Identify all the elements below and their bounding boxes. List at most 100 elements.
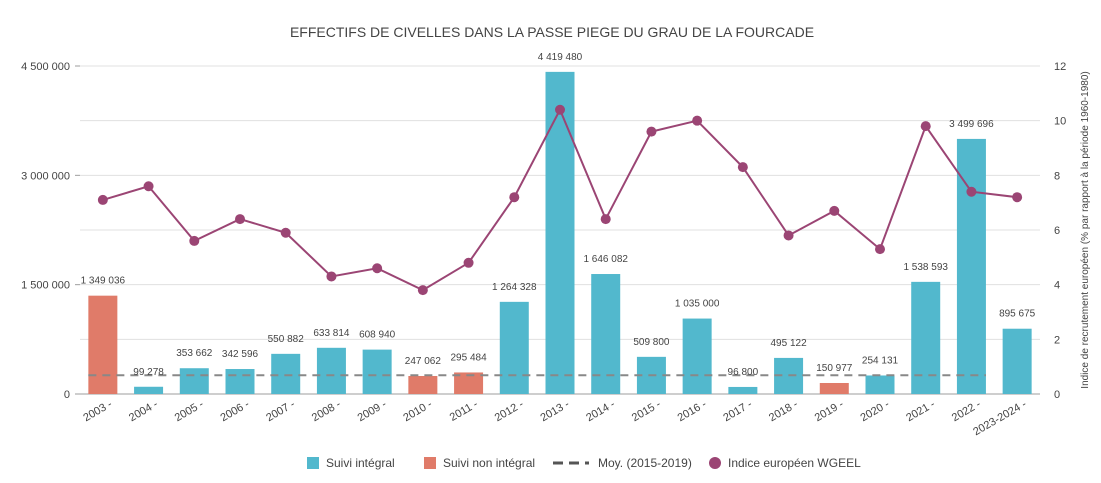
bar xyxy=(271,353,301,394)
index-point xyxy=(692,115,703,126)
y2-tick-label: 4 xyxy=(1054,280,1060,292)
index-point xyxy=(509,192,520,203)
bar xyxy=(956,138,986,394)
y2-tick-label: 12 xyxy=(1054,61,1066,73)
bar xyxy=(545,71,575,394)
x-tick-label: 2016 - xyxy=(676,398,709,424)
x-tick-label: 2004 - xyxy=(127,398,160,424)
axes-group: 0 1 500 000 3 000 000 4 500 000 0 2 4 6 8 10 12 200… xyxy=(21,61,1066,438)
x-tick-label: 2011 - xyxy=(448,398,481,424)
bar-data-label: 4 419 480 xyxy=(538,52,583,63)
index-point xyxy=(143,181,154,192)
index-point xyxy=(783,230,794,241)
bar-data-label: 608 940 xyxy=(359,330,396,341)
bars-group xyxy=(88,71,1032,394)
y-tick-label: 3 000 000 xyxy=(21,170,70,182)
x-tick-label: 2003 - xyxy=(81,398,114,424)
x-tick-label: 2018 - xyxy=(767,398,800,424)
index-point xyxy=(280,227,291,238)
bar xyxy=(408,375,438,394)
bar-data-label: 353 662 xyxy=(176,348,213,359)
x-tick-label: 2013 - xyxy=(538,398,571,424)
x-tick-label: 2021 - xyxy=(904,398,937,424)
index-point xyxy=(966,186,977,197)
index-point xyxy=(463,257,474,268)
legend-swatch-non-integral xyxy=(424,457,436,469)
bar-data-label: 1 538 593 xyxy=(903,262,948,273)
bar xyxy=(591,274,621,394)
y2-tick-label: 10 xyxy=(1054,116,1066,128)
index-point xyxy=(417,285,428,296)
x-tick-label: 2007 - xyxy=(264,398,297,424)
index-point xyxy=(326,271,337,282)
bar-data-label: 509 800 xyxy=(633,337,670,348)
bar-data-label: 150 977 xyxy=(816,363,853,374)
x-tick-label: 2015 - xyxy=(630,398,663,424)
index-point xyxy=(600,214,611,225)
index-point xyxy=(646,126,657,137)
x-tick-label: 2005 - xyxy=(173,398,206,424)
bar-data-label: 99 278 xyxy=(133,367,164,378)
index-point xyxy=(555,104,565,115)
legend-label-index: Indice européen WGEEL xyxy=(728,456,861,470)
index-point xyxy=(1012,192,1023,203)
bar xyxy=(179,368,209,394)
bar-data-label: 3 499 696 xyxy=(949,119,994,130)
legend-swatch-integral xyxy=(307,457,319,469)
y-tick-label: 1 500 000 xyxy=(21,280,70,292)
bar xyxy=(1002,328,1032,394)
bar xyxy=(865,375,895,394)
index-point xyxy=(97,194,108,205)
bar xyxy=(134,386,164,394)
bar-data-label: 633 814 xyxy=(313,328,350,339)
chart-title: EFFECTIFS DE CIVELLES DANS LA PASSE PIEG… xyxy=(290,24,814,40)
index-point xyxy=(372,263,383,274)
y2-tick-label: 8 xyxy=(1054,170,1060,182)
index-point xyxy=(920,121,931,132)
bar xyxy=(682,318,712,394)
x-tick-label: 2009 - xyxy=(356,398,389,424)
bar xyxy=(454,372,484,394)
index-point xyxy=(875,244,885,255)
bar xyxy=(911,281,941,394)
legend-label-integral: Suivi intégral xyxy=(326,456,395,470)
legend-label-average: Moy. (2015-2019) xyxy=(598,456,692,470)
bar-data-label: 495 122 xyxy=(770,338,807,349)
bar xyxy=(728,386,758,394)
bar-data-label: 96 800 xyxy=(728,367,759,378)
bar xyxy=(225,369,255,394)
x-tick-label: 2010 - xyxy=(401,398,434,424)
x-tick-label: 2020 - xyxy=(858,398,891,424)
bar-data-label: 247 062 xyxy=(405,356,442,367)
y-tick-label: 4 500 000 xyxy=(21,61,70,73)
x-tick-label: 2022 - xyxy=(950,398,983,424)
x-tick-label: 2008 - xyxy=(310,398,343,424)
x-tick-label: 2006 - xyxy=(218,398,251,424)
legend: Suivi intégral Suivi non intégral Moy. (20… xyxy=(307,456,861,470)
index-point xyxy=(235,214,245,225)
legend-swatch-index xyxy=(709,457,721,469)
bar-data-label: 254 131 xyxy=(862,355,899,366)
y2-tick-label: 2 xyxy=(1054,334,1060,346)
x-tick-label: 2012 - xyxy=(493,398,526,424)
bar-data-label: 295 484 xyxy=(450,352,487,363)
index-point xyxy=(189,235,200,246)
bar-data-label: 1 646 082 xyxy=(583,254,628,265)
y-tick-label: 0 xyxy=(64,389,70,401)
bar-data-label: 895 675 xyxy=(999,309,1036,320)
bar xyxy=(499,301,529,394)
bar-data-label: 342 596 xyxy=(222,349,259,360)
x-tick-label: 2019 - xyxy=(813,398,846,424)
bar xyxy=(88,295,118,394)
bar-data-label: 1 264 328 xyxy=(492,282,537,293)
index-series-group xyxy=(97,104,1023,296)
y2-axis-label: Indice de recrutement européen (% par ra… xyxy=(1080,71,1091,388)
bar-data-label: 1 349 036 xyxy=(81,276,126,287)
data-labels-group: 1 349 036 99 278 353 662 342 596 550 882 633 … xyxy=(81,52,1036,378)
legend-label-non-integral: Suivi non intégral xyxy=(443,456,535,470)
bar-data-label: 550 882 xyxy=(268,334,305,345)
bar xyxy=(362,349,392,394)
x-tick-label: 2017 - xyxy=(721,398,754,424)
